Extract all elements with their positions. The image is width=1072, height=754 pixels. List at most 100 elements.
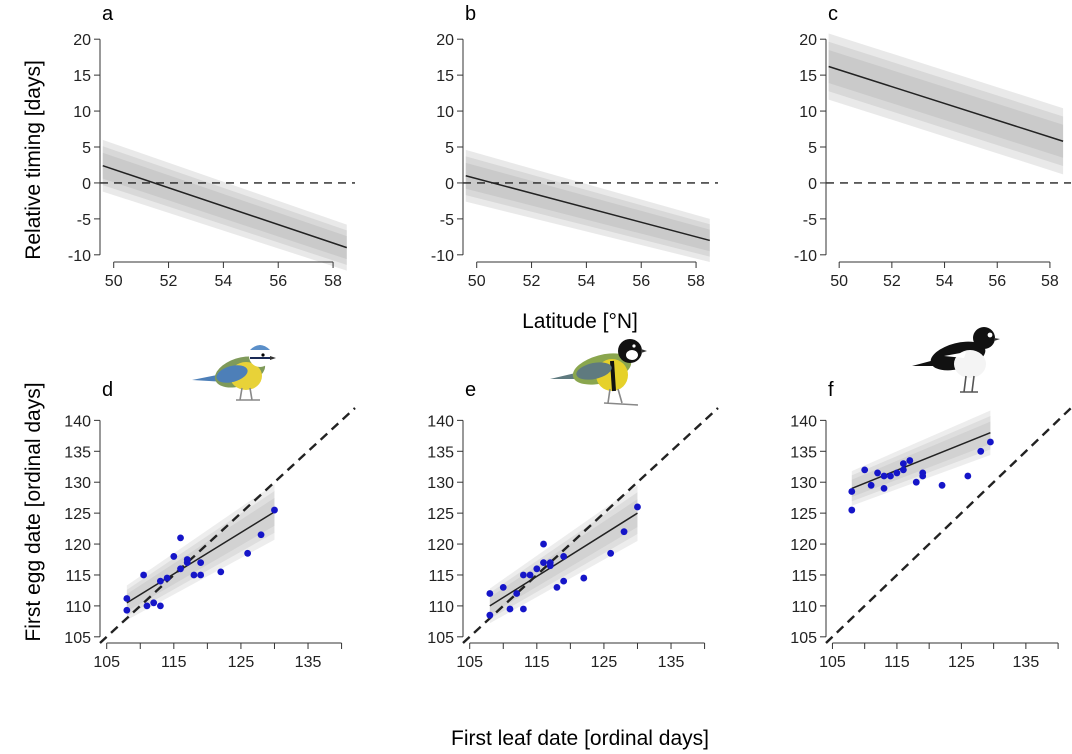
x-tick-label-f: 115 <box>884 654 910 671</box>
data-point-e <box>526 571 534 579</box>
y-tick-label-b: 10 <box>436 104 454 121</box>
data-point-e <box>540 559 547 567</box>
y-tick-label-c: -5 <box>803 212 817 229</box>
x-tick-label-a: 52 <box>160 273 178 290</box>
x-tick-label-b: 56 <box>632 273 650 290</box>
data-point-d <box>177 534 184 542</box>
blue-tit-illustration <box>192 345 276 401</box>
y-tick-label-e: 120 <box>427 537 454 554</box>
x-axis-title-bottom: First leaf date [ordinal days] <box>451 727 709 750</box>
fit-line-b <box>465 175 710 242</box>
data-point-e <box>607 549 615 557</box>
data-point-e <box>486 590 494 597</box>
y-tick-label-b: -10 <box>431 248 454 265</box>
data-point-e <box>519 605 527 613</box>
data-point-e <box>620 528 628 536</box>
data-point-e <box>634 503 641 511</box>
y-tick-label-c: 5 <box>808 140 817 157</box>
data-point-e <box>560 577 568 585</box>
data-point-f <box>899 460 907 468</box>
y-tick-label-e: 130 <box>427 475 454 492</box>
y-tick-label-d: 120 <box>64 537 91 554</box>
y-tick-label-e: 125 <box>427 506 454 523</box>
data-point-f <box>987 438 994 446</box>
panel-label-e: e <box>465 379 476 401</box>
y-tick-label-f: 130 <box>790 475 817 492</box>
x-tick-label-b: 50 <box>468 273 486 290</box>
y-tick-label-d: 135 <box>64 444 91 461</box>
credible-band-d <box>126 484 275 621</box>
y-tick-label-c: 0 <box>808 176 817 193</box>
x-tick-label-b: 52 <box>523 273 541 290</box>
panel-c: -10 -5 0 5 10 15 20 50 52 54 56 58 c <box>794 3 1071 290</box>
y-tick-label-f: 105 <box>790 630 817 647</box>
data-point-e <box>546 562 554 570</box>
panel-label-a: a <box>102 3 114 25</box>
x-tick-label-b: 58 <box>687 273 705 290</box>
data-point-d <box>190 571 198 579</box>
x-tick-label-b: 54 <box>577 273 595 290</box>
data-point-f <box>880 484 888 492</box>
data-point-d <box>217 568 225 576</box>
data-point-d <box>197 559 205 567</box>
data-point-f <box>899 466 907 474</box>
y-tick-label-f: 110 <box>791 599 817 616</box>
y-tick-label-e: 140 <box>427 413 454 430</box>
fit-line-c <box>828 65 1064 142</box>
data-point-f <box>867 481 875 489</box>
panel-b: -10 -5 0 5 10 15 20 50 52 54 56 58 b <box>431 3 718 290</box>
panel-a: -10 -5 0 5 10 15 20 50 52 54 56 58 a <box>68 3 355 290</box>
y-tick-label-e: 115 <box>428 568 454 585</box>
data-point-f <box>874 469 881 477</box>
data-point-f <box>861 466 869 474</box>
data-point-e <box>506 605 514 613</box>
y-tick-label-a: 10 <box>73 104 91 121</box>
y-tick-label-d: 105 <box>64 630 91 647</box>
y-tick-label-c: 15 <box>799 68 817 85</box>
y-tick-label-a: 5 <box>82 140 91 157</box>
data-point-d <box>156 602 164 610</box>
data-point-f <box>912 478 920 486</box>
x-tick-label-e: 135 <box>658 654 685 671</box>
y-tick-label-f: 125 <box>790 506 817 523</box>
panel-f: 105 110 115 120 125 130 135 140 105 115 125 135 f <box>790 379 1072 671</box>
x-tick-label-e: 125 <box>591 654 618 671</box>
y-tick-label-a: 15 <box>73 68 91 85</box>
x-tick-label-f: 105 <box>819 654 846 671</box>
great-tit-illustration <box>550 339 647 406</box>
x-tick-label-c: 50 <box>830 273 848 290</box>
y-tick-label-e: 135 <box>427 444 454 461</box>
fit-line-d <box>126 511 275 604</box>
y-tick-label-b: 0 <box>445 176 454 193</box>
x-tick-label-a: 56 <box>269 273 287 290</box>
x-tick-label-d: 125 <box>228 654 255 671</box>
y-tick-label-b: 5 <box>445 140 454 157</box>
data-point-e <box>486 611 494 619</box>
data-point-d <box>143 602 151 610</box>
x-tick-label-c: 52 <box>883 273 901 290</box>
y-tick-label-f: 115 <box>791 568 817 585</box>
data-point-d <box>123 595 131 602</box>
data-point-f <box>906 457 914 464</box>
x-tick-label-c: 54 <box>936 273 954 290</box>
data-point-d <box>150 599 158 607</box>
data-point-f <box>880 472 888 480</box>
data-point-e <box>580 574 588 582</box>
pied-flycatcher-illustration <box>912 327 1000 393</box>
data-point-d <box>271 506 278 514</box>
y-tick-label-a: -10 <box>68 248 91 265</box>
x-tick-label-f: 125 <box>948 654 975 671</box>
y-tick-label-f: 135 <box>790 444 817 461</box>
x-axis-title-top: Latitude [°N] <box>522 310 638 333</box>
credible-band-b <box>465 156 710 257</box>
y-tick-label-c: 20 <box>799 32 817 49</box>
y-tick-label-c: 10 <box>799 104 817 121</box>
data-point-f <box>919 469 927 477</box>
data-point-f <box>848 488 856 495</box>
y-tick-label-d: 140 <box>64 413 91 430</box>
data-point-f <box>887 472 894 480</box>
fit-line-f <box>851 432 991 490</box>
panel-label-f: f <box>828 379 834 401</box>
